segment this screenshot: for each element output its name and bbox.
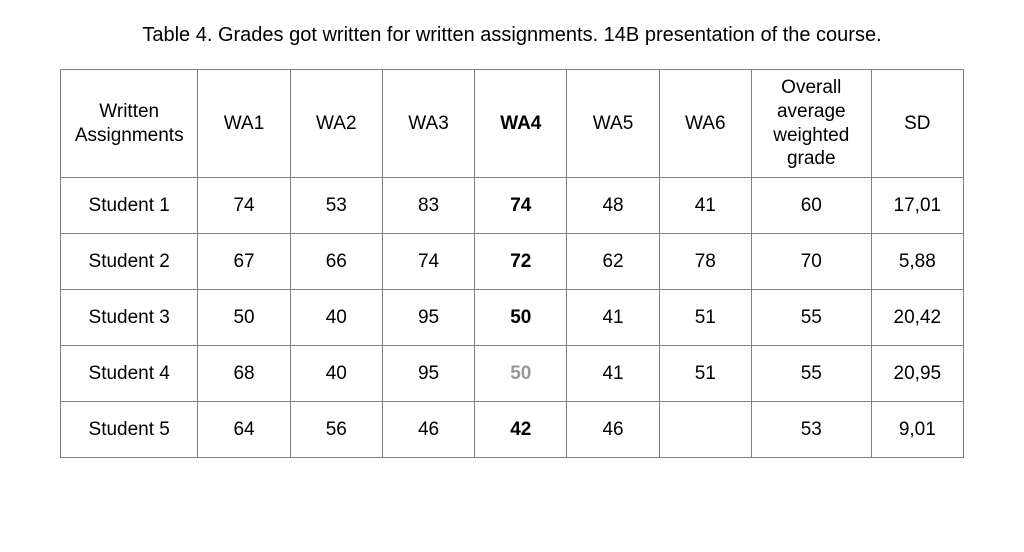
- cell: 95: [382, 290, 474, 346]
- cell: 40: [290, 346, 382, 402]
- row-label: Student 4: [61, 346, 198, 402]
- row-label: Student 1: [61, 178, 198, 234]
- col-header: WA6: [659, 70, 751, 178]
- cell: 41: [567, 290, 659, 346]
- col-header: Written Assignments: [61, 70, 198, 178]
- cell: 74: [382, 234, 474, 290]
- col-header: WA3: [382, 70, 474, 178]
- table-body: Student 17453837448416017,01Student 2676…: [61, 178, 964, 458]
- cell: 53: [290, 178, 382, 234]
- table-row: Student 46840955041515520,95: [61, 346, 964, 402]
- cell: 53: [751, 402, 871, 458]
- cell: 74: [198, 178, 290, 234]
- cell: 50: [198, 290, 290, 346]
- col-header: SD: [871, 70, 963, 178]
- table-caption: Table 4. Grades got written for written …: [60, 24, 964, 47]
- cell: 48: [567, 178, 659, 234]
- cell: 55: [751, 346, 871, 402]
- col-header: WA5: [567, 70, 659, 178]
- cell: 42: [475, 402, 567, 458]
- cell: 55: [751, 290, 871, 346]
- table-row: Student 35040955041515520,42: [61, 290, 964, 346]
- cell: 46: [567, 402, 659, 458]
- cell: 60: [751, 178, 871, 234]
- col-header: WA2: [290, 70, 382, 178]
- cell: 51: [659, 290, 751, 346]
- cell: 72: [475, 234, 567, 290]
- table-row: Student 17453837448416017,01: [61, 178, 964, 234]
- table-row: Student 56456464246539,01: [61, 402, 964, 458]
- cell: 41: [659, 178, 751, 234]
- row-label: Student 3: [61, 290, 198, 346]
- cell: 50: [475, 290, 567, 346]
- col-header: WA4: [475, 70, 567, 178]
- cell: 67: [198, 234, 290, 290]
- row-label: Student 5: [61, 402, 198, 458]
- cell: 62: [567, 234, 659, 290]
- row-label: Student 2: [61, 234, 198, 290]
- col-header: WA1: [198, 70, 290, 178]
- cell: 83: [382, 178, 474, 234]
- cell: 40: [290, 290, 382, 346]
- cell: 70: [751, 234, 871, 290]
- cell: 74: [475, 178, 567, 234]
- cell: 20,42: [871, 290, 963, 346]
- cell: [659, 402, 751, 458]
- cell: 46: [382, 402, 474, 458]
- table-header-row: Written Assignments WA1 WA2 WA3 WA4 WA5 …: [61, 70, 964, 178]
- cell: 50: [475, 346, 567, 402]
- cell: 64: [198, 402, 290, 458]
- cell: 78: [659, 234, 751, 290]
- cell: 20,95: [871, 346, 963, 402]
- cell: 51: [659, 346, 751, 402]
- cell: 41: [567, 346, 659, 402]
- cell: 5,88: [871, 234, 963, 290]
- cell: 68: [198, 346, 290, 402]
- cell: 95: [382, 346, 474, 402]
- cell: 66: [290, 234, 382, 290]
- table-row: Student 2676674726278705,88: [61, 234, 964, 290]
- cell: 56: [290, 402, 382, 458]
- col-header: Overall average weighted grade: [751, 70, 871, 178]
- grades-table: Written Assignments WA1 WA2 WA3 WA4 WA5 …: [60, 69, 964, 458]
- cell: 17,01: [871, 178, 963, 234]
- cell: 9,01: [871, 402, 963, 458]
